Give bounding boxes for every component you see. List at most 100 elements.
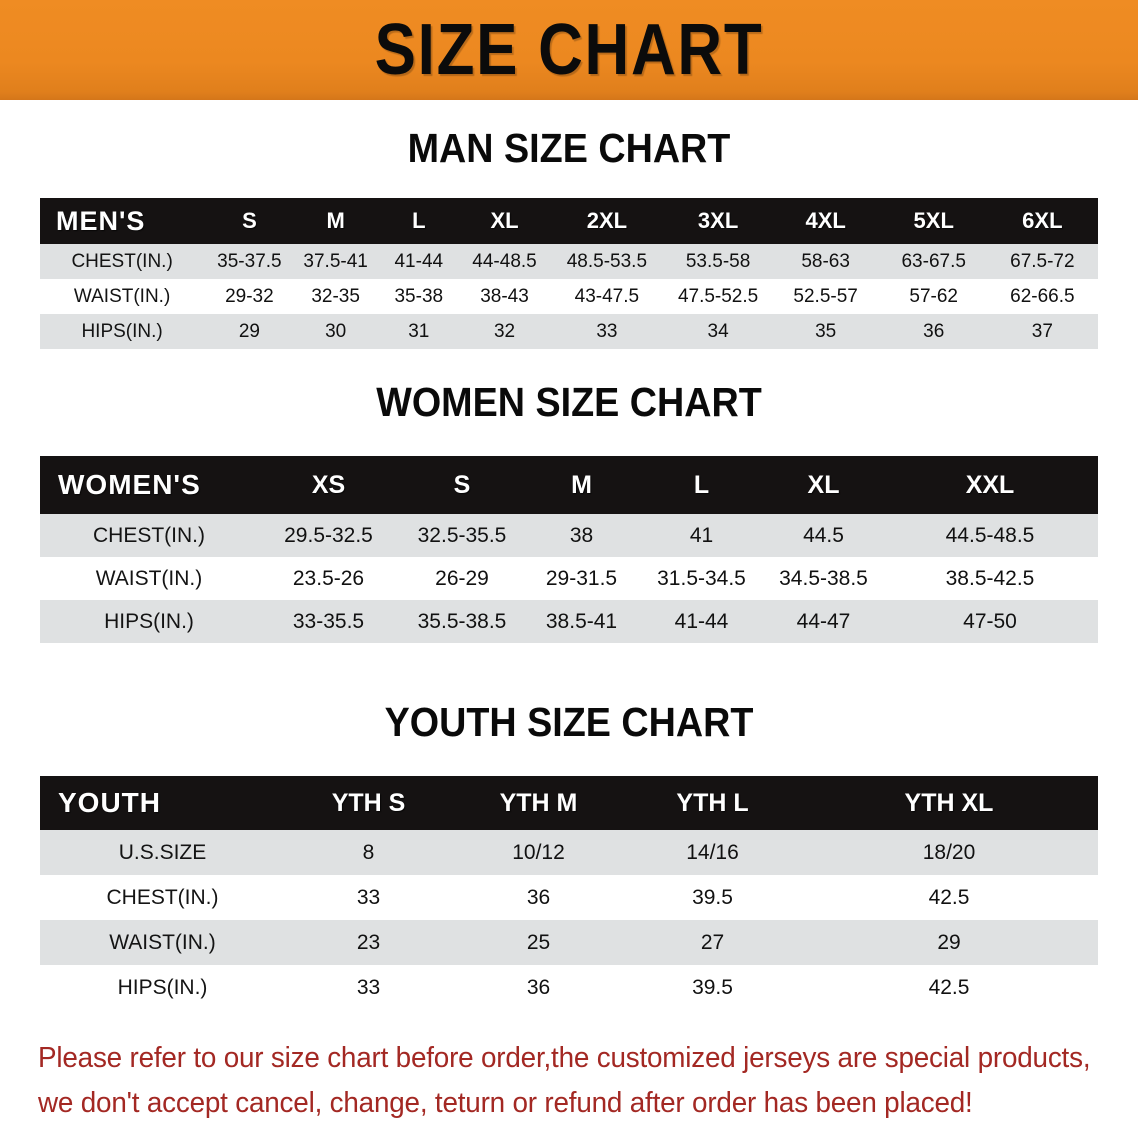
women-cell: 38 bbox=[525, 514, 638, 557]
men-column-header-4xl: 4XL bbox=[770, 198, 881, 244]
youth-column-header-yth-l: YTH L bbox=[625, 776, 800, 830]
men-column-header-2xl: 2XL bbox=[548, 198, 666, 244]
men-cell: 57-62 bbox=[880, 279, 987, 314]
men-cell: 34 bbox=[665, 314, 771, 349]
men-column-header-m: M bbox=[294, 198, 377, 244]
women-cell: 44.5 bbox=[765, 514, 882, 557]
women-cell: 47-50 bbox=[882, 600, 1098, 643]
youth-cell: 27 bbox=[625, 920, 800, 965]
men-header-row: MEN'S S M L XL 2XL 3XL 4XL 5XL 6XL bbox=[40, 198, 1098, 244]
youth-cell: 10/12 bbox=[452, 830, 625, 875]
table-row: CHEST(IN.) 33 36 39.5 42.5 bbox=[40, 875, 1098, 920]
men-column-header-l: L bbox=[376, 198, 461, 244]
youth-corner-label: YOUTH bbox=[40, 776, 285, 830]
table-row: U.S.SIZE 8 10/12 14/16 18/20 bbox=[40, 830, 1098, 875]
section-title-man: MAN SIZE CHART bbox=[407, 125, 731, 171]
women-cell: 41-44 bbox=[638, 600, 765, 643]
women-cell: 29-31.5 bbox=[525, 557, 638, 600]
women-cell: 23.5-26 bbox=[258, 557, 399, 600]
section-title-youth: YOUTH SIZE CHART bbox=[384, 699, 754, 745]
men-size-table: MEN'S S M L XL 2XL 3XL 4XL 5XL 6XL CHEST(IN.) 35-3… bbox=[40, 198, 1098, 349]
table-row: HIPS(IN.) 29 30 31 32 33 34 35 36 37 bbox=[40, 314, 1098, 349]
youth-column-header-yth-s: YTH S bbox=[285, 776, 452, 830]
men-column-header-3xl: 3XL bbox=[665, 198, 771, 244]
men-cell: 32 bbox=[460, 314, 549, 349]
men-cell: 36 bbox=[880, 314, 987, 349]
women-cell: 29.5-32.5 bbox=[258, 514, 399, 557]
men-cell: 32-35 bbox=[294, 279, 377, 314]
youth-cell: 33 bbox=[285, 965, 452, 1010]
youth-cell: 25 bbox=[452, 920, 625, 965]
youth-cell: 33 bbox=[285, 875, 452, 920]
men-column-header-s: S bbox=[204, 198, 295, 244]
table-row: WAIST(IN.) 23.5-26 26-29 29-31.5 31.5-34.5 34… bbox=[40, 557, 1098, 600]
women-cell: 44-47 bbox=[765, 600, 882, 643]
women-cell: 31.5-34.5 bbox=[638, 557, 765, 600]
disclaimer-line-1: Please refer to our size chart before or… bbox=[38, 1042, 1091, 1074]
table-row: WAIST(IN.) 29-32 32-35 35-38 38-43 43-47.5 47.… bbox=[40, 279, 1098, 314]
men-cell: 35 bbox=[770, 314, 881, 349]
men-cell: 35-38 bbox=[376, 279, 461, 314]
men-cell: 62-66.5 bbox=[986, 279, 1098, 314]
table-row: CHEST(IN.) 29.5-32.5 32.5-35.5 38 41 44.5 44.5… bbox=[40, 514, 1098, 557]
youth-row-label-waist-in-: WAIST(IN.) bbox=[40, 920, 285, 965]
table-row: CHEST(IN.) 35-37.5 37.5-41 41-44 44-48.5 48.5… bbox=[40, 244, 1098, 279]
women-column-header-s: S bbox=[399, 456, 525, 514]
women-column-header-l: L bbox=[638, 456, 765, 514]
youth-cell: 23 bbox=[285, 920, 452, 965]
table-row: WAIST(IN.) 23 25 27 29 bbox=[40, 920, 1098, 965]
disclaimer-note: Please refer to our size chart before or… bbox=[38, 1036, 1091, 1126]
women-cell: 35.5-38.5 bbox=[399, 600, 525, 643]
table-row: HIPS(IN.) 33-35.5 35.5-38.5 38.5-41 41-44 44-… bbox=[40, 600, 1098, 643]
women-cell: 32.5-35.5 bbox=[399, 514, 525, 557]
men-cell: 63-67.5 bbox=[880, 244, 987, 279]
youth-cell: 36 bbox=[452, 875, 625, 920]
men-row-label-waist-in-: WAIST(IN.) bbox=[40, 279, 205, 314]
men-cell: 52.5-57 bbox=[770, 279, 881, 314]
men-corner-label: MEN'S bbox=[40, 198, 205, 244]
youth-row-label-u-s-size: U.S.SIZE bbox=[40, 830, 285, 875]
youth-cell: 14/16 bbox=[625, 830, 800, 875]
women-cell: 44.5-48.5 bbox=[882, 514, 1098, 557]
youth-header-row: YOUTH YTH S YTH M YTH L YTH XL bbox=[40, 776, 1098, 830]
women-column-header-m: M bbox=[525, 456, 638, 514]
women-cell: 26-29 bbox=[399, 557, 525, 600]
men-cell: 37.5-41 bbox=[294, 244, 377, 279]
youth-cell: 39.5 bbox=[625, 875, 800, 920]
youth-row-label-hips-in-: HIPS(IN.) bbox=[40, 965, 285, 1010]
men-table-body: CHEST(IN.) 35-37.5 37.5-41 41-44 44-48.5 48.5… bbox=[40, 244, 1098, 349]
youth-cell: 42.5 bbox=[800, 965, 1098, 1010]
women-cell: 33-35.5 bbox=[258, 600, 399, 643]
women-cell: 38.5-41 bbox=[525, 600, 638, 643]
youth-table-body: U.S.SIZE 8 10/12 14/16 18/20 CHEST(IN.) 33 36 39… bbox=[40, 830, 1098, 1010]
youth-cell: 42.5 bbox=[800, 875, 1098, 920]
section-title-women: WOMEN SIZE CHART bbox=[376, 379, 762, 425]
youth-column-header-yth-xl: YTH XL bbox=[800, 776, 1098, 830]
youth-cell: 18/20 bbox=[800, 830, 1098, 875]
men-column-header-5xl: 5XL bbox=[880, 198, 987, 244]
table-row: HIPS(IN.) 33 36 39.5 42.5 bbox=[40, 965, 1098, 1010]
youth-size-table: YOUTH YTH S YTH M YTH L YTH XL U.S.SIZE 8 10/1… bbox=[40, 776, 1098, 1010]
men-cell: 29 bbox=[204, 314, 295, 349]
men-cell: 29-32 bbox=[204, 279, 295, 314]
page-title: SIZE CHART bbox=[374, 10, 764, 90]
women-cell: 38.5-42.5 bbox=[882, 557, 1098, 600]
youth-row-label-chest-in-: CHEST(IN.) bbox=[40, 875, 285, 920]
youth-cell: 8 bbox=[285, 830, 452, 875]
women-corner-label: WOMEN'S bbox=[40, 456, 258, 514]
men-cell: 58-63 bbox=[770, 244, 881, 279]
men-column-header-6xl: 6XL bbox=[986, 198, 1098, 244]
page-banner: SIZE CHART bbox=[0, 0, 1138, 100]
men-row-label-hips-in-: HIPS(IN.) bbox=[40, 314, 205, 349]
men-cell: 41-44 bbox=[376, 244, 461, 279]
youth-cell: 39.5 bbox=[625, 965, 800, 1010]
men-row-label-chest-in-: CHEST(IN.) bbox=[40, 244, 205, 279]
men-cell: 38-43 bbox=[460, 279, 549, 314]
men-cell: 44-48.5 bbox=[460, 244, 549, 279]
men-column-header-xl: XL bbox=[460, 198, 549, 244]
men-cell: 30 bbox=[294, 314, 377, 349]
women-row-label-waist-in-: WAIST(IN.) bbox=[40, 557, 258, 600]
women-size-table: WOMEN'S XS S M L XL XXL CHEST(IN.) 29.5-32.5 32.… bbox=[40, 456, 1098, 643]
disclaimer-line-2: we don't accept cancel, change, teturn o… bbox=[38, 1087, 973, 1119]
women-cell: 41 bbox=[638, 514, 765, 557]
